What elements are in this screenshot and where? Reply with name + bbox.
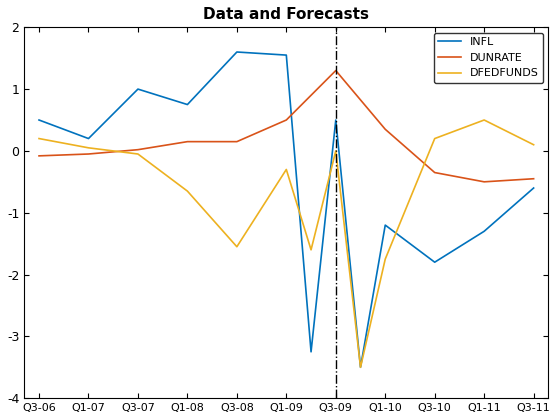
INFL: [530, 186, 537, 191]
DUNRATE: [382, 127, 389, 132]
DFEDFUNDS: [85, 145, 92, 150]
INFL: [481, 229, 488, 234]
DUNRATE: [134, 147, 141, 152]
Line: DFEDFUNDS: DFEDFUNDS: [39, 120, 534, 367]
DFEDFUNDS: [431, 136, 438, 141]
INFL: [357, 365, 364, 370]
DUNRATE: [530, 176, 537, 181]
DFEDFUNDS: [134, 152, 141, 157]
DFEDFUNDS: [382, 257, 389, 262]
DFEDFUNDS: [333, 148, 339, 153]
DFEDFUNDS: [307, 247, 314, 252]
DUNRATE: [283, 118, 290, 123]
INFL: [431, 260, 438, 265]
INFL: [234, 50, 240, 55]
DFEDFUNDS: [234, 244, 240, 249]
DFEDFUNDS: [36, 136, 43, 141]
DUNRATE: [36, 153, 43, 158]
DUNRATE: [431, 170, 438, 175]
DFEDFUNDS: [357, 365, 364, 370]
DUNRATE: [234, 139, 240, 144]
DUNRATE: [85, 152, 92, 157]
DFEDFUNDS: [283, 167, 290, 172]
INFL: [382, 223, 389, 228]
DUNRATE: [333, 68, 339, 73]
INFL: [36, 118, 43, 123]
Legend: INFL, DUNRATE, DFEDFUNDS: INFL, DUNRATE, DFEDFUNDS: [434, 33, 543, 83]
DUNRATE: [184, 139, 191, 144]
INFL: [134, 87, 141, 92]
DFEDFUNDS: [481, 118, 488, 123]
Title: Data and Forecasts: Data and Forecasts: [203, 7, 370, 22]
INFL: [333, 118, 339, 123]
DFEDFUNDS: [530, 142, 537, 147]
INFL: [184, 102, 191, 107]
Line: DUNRATE: DUNRATE: [39, 71, 534, 182]
INFL: [85, 136, 92, 141]
DUNRATE: [481, 179, 488, 184]
INFL: [283, 52, 290, 58]
Line: INFL: INFL: [39, 52, 534, 367]
DFEDFUNDS: [184, 189, 191, 194]
INFL: [307, 349, 314, 354]
